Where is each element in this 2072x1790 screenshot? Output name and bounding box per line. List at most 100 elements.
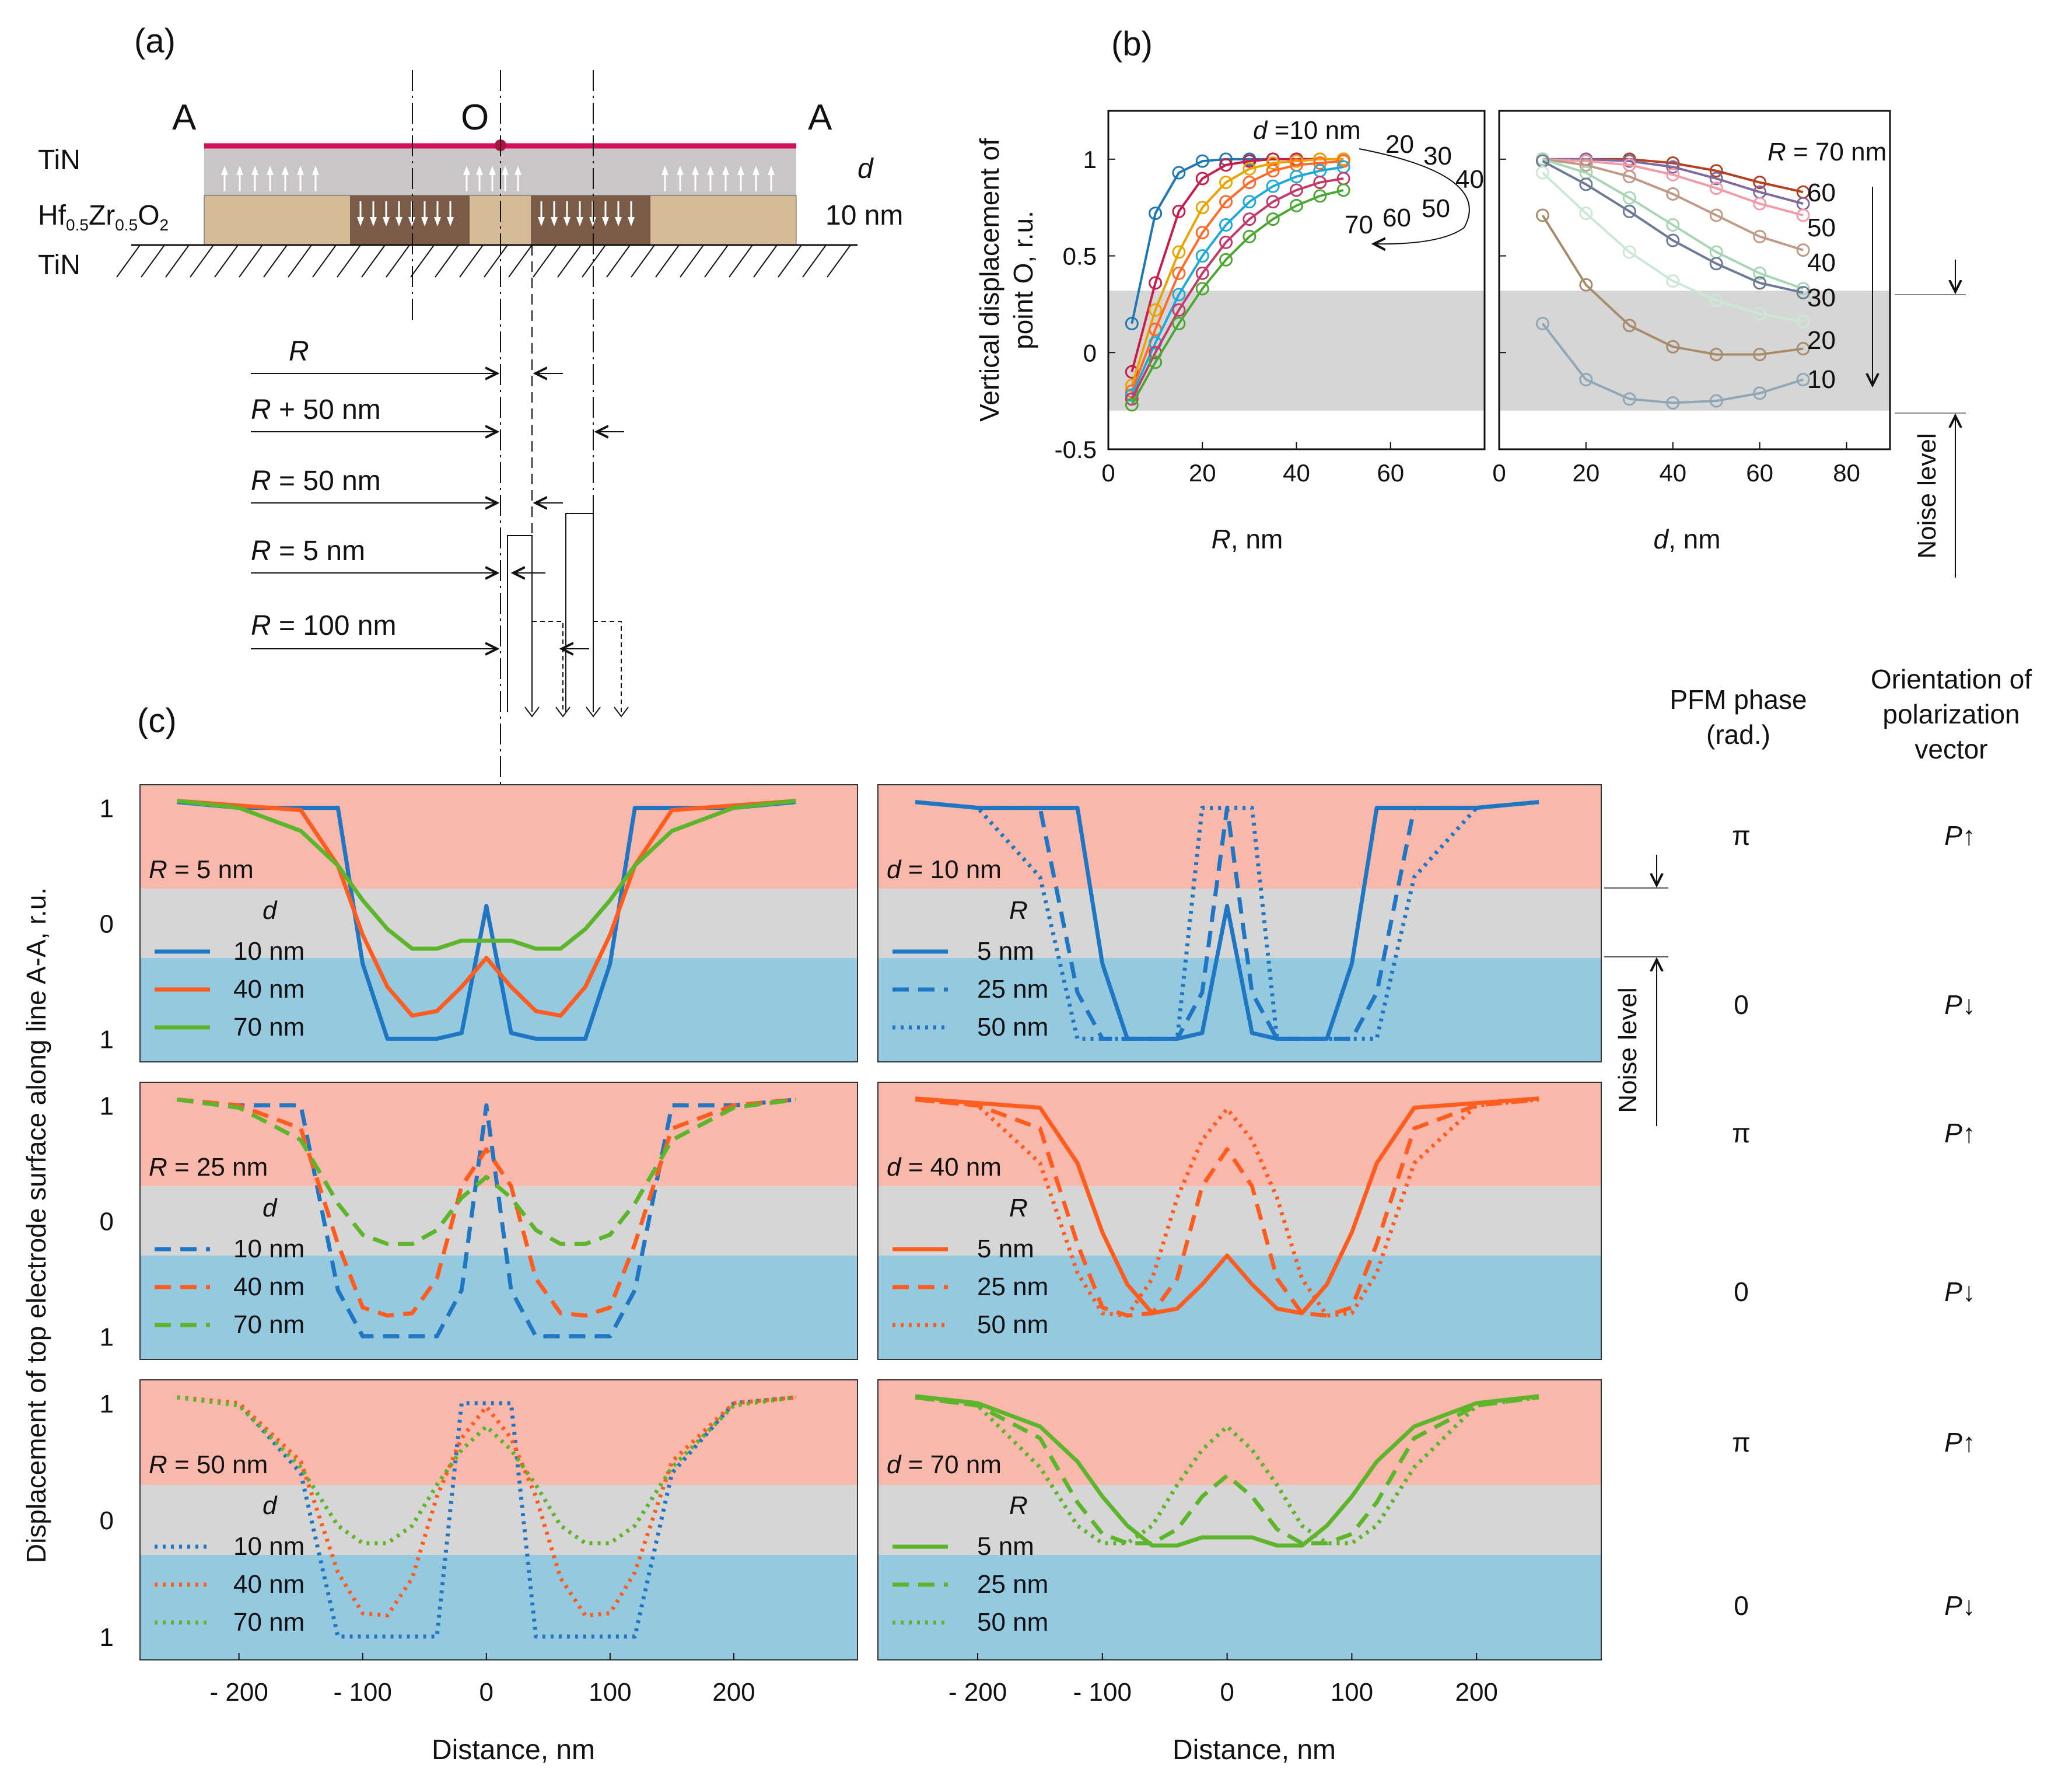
x-tick-label: 20 (1573, 459, 1600, 487)
data-point (1219, 176, 1233, 190)
panel-b-label: (b) (1111, 25, 1153, 63)
phase-value: 0 (1734, 990, 1749, 1020)
panel-frame (139, 1082, 858, 1360)
data-point (1753, 229, 1767, 243)
b-left-label-70: 70 (1345, 211, 1373, 239)
series-line (1542, 158, 1804, 290)
down-arrow-head (383, 217, 390, 226)
b-left-label-40: 40 (1455, 165, 1484, 194)
panel-frame (877, 1379, 1602, 1660)
down-arrow-head (447, 217, 454, 226)
legend-title: R (1009, 896, 1028, 925)
series-line (1130, 166, 1344, 396)
panel-tag: d = 70 nm (887, 1450, 1002, 1479)
up-arrow-head (722, 166, 729, 175)
data-point (1753, 307, 1767, 321)
band-blue (878, 1555, 1601, 1660)
panel-b-plots: (b) Vertical displacement of point O, r.… (974, 25, 1966, 578)
up-arrow-head (463, 166, 470, 175)
series-line (1130, 188, 1344, 405)
x-tick-label: 80 (1833, 459, 1860, 487)
up-arrow-head (297, 166, 304, 175)
profile-curve (915, 1394, 1539, 1548)
x-tick-label: 40 (1283, 459, 1310, 487)
data-point (1172, 266, 1186, 280)
hatch-line (239, 244, 263, 278)
hatch-line (606, 244, 631, 278)
series-line (1541, 214, 1804, 356)
hzo-label: Hf0.5Zr0.5O2 (38, 200, 169, 234)
legend-title: d (262, 896, 278, 925)
phase-value: π (1732, 1118, 1751, 1148)
hatch-line (288, 244, 312, 278)
dimension-annotations: R R + 50 nm R = 50 nm R = 5 nm R = 100 n… (251, 336, 629, 718)
down-arrow-head (602, 217, 609, 226)
data-point (1796, 208, 1810, 222)
x-tick-label: - 100 (1073, 1678, 1132, 1707)
x-tick-label: 100 (589, 1678, 631, 1707)
profile-curve (177, 1395, 796, 1618)
down-arrow-head (434, 217, 441, 226)
up-arrow-head (282, 166, 289, 175)
data-point (1172, 166, 1186, 180)
polarization-vector: P↓ (1944, 990, 1976, 1020)
y-tick-label: 1 (100, 1092, 114, 1121)
x-tick-label: 100 (1331, 1678, 1373, 1707)
data-point (1666, 233, 1680, 247)
data-point (1579, 158, 1593, 172)
y-tick-label: 1 (100, 1323, 114, 1351)
data-point (1313, 176, 1327, 190)
x-tick-label: - 200 (210, 1678, 268, 1707)
legend-label: 10 nm (233, 937, 304, 966)
data-point (1195, 172, 1209, 186)
b-left-arrow (1359, 148, 1470, 244)
data-point (1796, 314, 1810, 328)
b-left-xlabel: R, nm (1212, 524, 1283, 554)
panel-tag: R = 25 nm (149, 1153, 268, 1181)
profile-curve (915, 1097, 1539, 1318)
legend-title: d (262, 1194, 278, 1222)
profile-panel: 1 0 1 R = 5 nm d 10 nm 40 nm 70 nm (100, 784, 858, 1062)
hatch-line (361, 244, 386, 278)
hatch-line (214, 244, 239, 278)
data-point (1666, 167, 1680, 181)
panel-a-label: (a) (134, 22, 176, 60)
data-point (1266, 156, 1280, 170)
panel-frame (139, 784, 858, 1062)
data-point (1313, 189, 1327, 203)
hatch-line (778, 244, 802, 278)
series-line (1130, 177, 1344, 400)
data-point (1753, 266, 1767, 280)
y-tick-label: 0 (100, 910, 114, 939)
profile-curve (915, 800, 1539, 1041)
panel-tag: R = 50 nm (149, 1450, 268, 1479)
down-arrow-head (370, 217, 377, 226)
hatch-line (557, 244, 582, 278)
b-ylabel-line1: Vertical displacement of (974, 138, 1005, 422)
data-point (1195, 282, 1209, 296)
dim-R-eq-5: R = 5 nm (251, 536, 365, 567)
data-point (1290, 183, 1303, 197)
y-tick-label: 0 (1083, 339, 1097, 366)
data-point (1219, 195, 1233, 209)
data-point (1149, 355, 1163, 369)
profile-curve (177, 800, 796, 1041)
b-right-label-20: 20 (1807, 326, 1836, 355)
polarization-vector: P↑ (1944, 1427, 1976, 1457)
legend-label: 50 nm (977, 1013, 1048, 1041)
up-arrow-head (677, 166, 684, 175)
series-line (1542, 158, 1804, 216)
d-value: 10 nm (825, 200, 903, 231)
legend-title: R (1009, 1194, 1028, 1222)
data-point (1125, 398, 1139, 412)
profile-curve (915, 1395, 1539, 1546)
up-arrow-head (251, 166, 258, 175)
down-arrow-head (628, 217, 635, 226)
band-blue (140, 1255, 858, 1359)
data-point (1753, 197, 1767, 211)
hatch-line (263, 244, 288, 278)
hatch-line (141, 244, 165, 278)
data-point (1125, 392, 1139, 406)
data-point (1579, 177, 1593, 191)
hatch-line (459, 244, 484, 278)
